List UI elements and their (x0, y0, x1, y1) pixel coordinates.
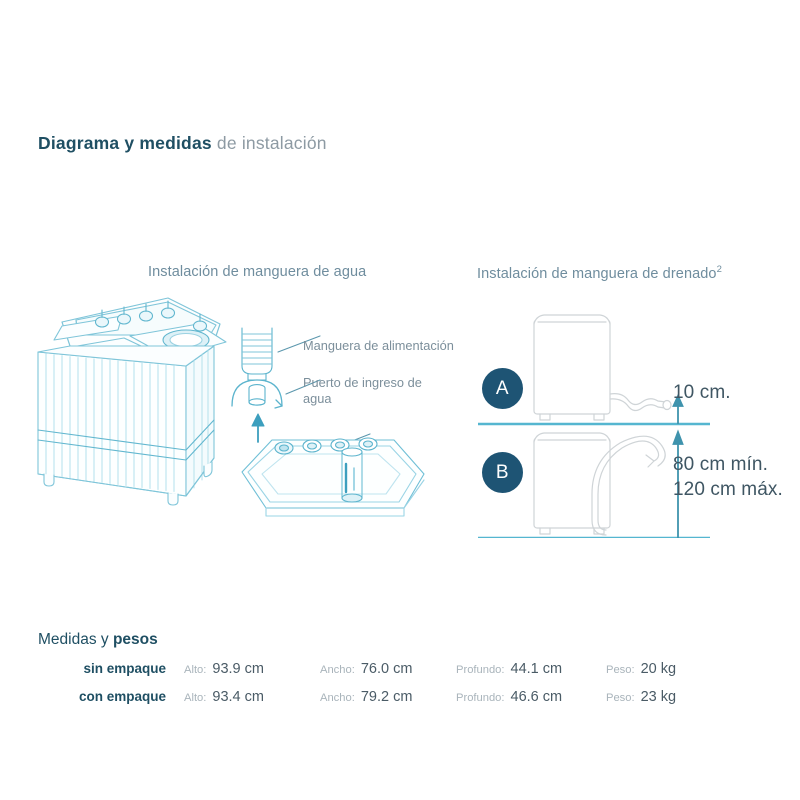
cell-key-ancho: Ancho: (320, 692, 355, 704)
section-heading-drain-hose: Instalación de manguera de drenado2 (477, 264, 722, 282)
cell-profundo: Profundo: 46.6 cm (456, 689, 606, 705)
badge-case-a: A (482, 368, 523, 409)
measures-and-weights-section: Medidas y pesos sin empaque Alto: 93.9 c… (38, 631, 738, 717)
measure-value-a: 10 cm. (673, 382, 731, 403)
page-title-light: de instalación (216, 133, 327, 153)
footnote-marker: 2 (716, 264, 722, 275)
cell-alto: Alto: 93.4 cm (184, 689, 320, 705)
measures-title: Medidas y pesos (38, 631, 738, 649)
cell-key-alto: Alto: (184, 664, 207, 676)
measures-title-strong: pesos (112, 631, 158, 648)
badge-case-b: B (482, 452, 523, 493)
measures-title-light: Medidas y (38, 631, 113, 648)
cell-ancho: Ancho: 76.0 cm (320, 661, 456, 677)
cell-key-ancho: Ancho: (320, 664, 355, 676)
drain-case-a-machine (533, 314, 611, 421)
section-heading-water-hose: Instalación de manguera de agua (148, 264, 367, 280)
cell-peso: Peso: 23 kg (606, 689, 716, 705)
cell-key-peso: Peso: (606, 692, 635, 704)
cell-value-peso: 23 kg (640, 689, 677, 705)
cell-value-alto: 93.4 cm (212, 689, 264, 705)
cell-key-profundo: Profundo: (456, 692, 505, 704)
table-row: sin empaque Alto: 93.9 cm Ancho: 76.0 cm… (38, 661, 738, 689)
washing-machine-illustration (37, 297, 227, 506)
page-title: Diagrama y medidas de instalación (38, 133, 327, 154)
cell-value-ancho: 79.2 cm (360, 689, 413, 705)
cell-value-ancho: 76.0 cm (360, 661, 413, 677)
measure-arrow-b (672, 429, 684, 538)
drain-case-b-machine (533, 432, 611, 535)
cell-alto: Alto: 93.9 cm (184, 661, 320, 677)
measure-arrow-a (672, 393, 684, 424)
cell-key-alto: Alto: (184, 692, 207, 704)
measure-value-b: 80 cm mín. 120 cm máx. (673, 454, 783, 501)
drain-hose-diagram (478, 314, 710, 538)
cell-value-profundo: 46.6 cm (510, 689, 563, 705)
cell-value-profundo: 44.1 cm (510, 661, 563, 677)
row-label-sin-empaque: sin empaque (83, 661, 166, 676)
page-title-strong: Diagrama y medidas (38, 133, 212, 153)
cell-value-alto: 93.9 cm (212, 661, 264, 677)
cell-key-peso: Peso: (606, 664, 635, 676)
row-label-con-empaque: con empaque (78, 689, 166, 704)
section-heading-drain-hose-text: Instalación de manguera de drenado (477, 265, 717, 282)
callout-supply-hose: Manguera de alimentación (303, 338, 454, 353)
cell-peso: Peso: 20 kg (606, 661, 716, 677)
cell-profundo: Profundo: 44.1 cm (456, 661, 606, 677)
water-hose-connection-illustration (231, 327, 425, 517)
cell-key-profundo: Profundo: (456, 664, 505, 676)
cell-ancho: Ancho: 79.2 cm (320, 689, 456, 705)
cell-value-peso: 20 kg (640, 661, 677, 677)
table-row: con empaque Alto: 93.4 cm Ancho: 79.2 cm… (38, 689, 738, 717)
callout-water-inlet-port: Puerto de ingreso de agua (303, 375, 422, 407)
